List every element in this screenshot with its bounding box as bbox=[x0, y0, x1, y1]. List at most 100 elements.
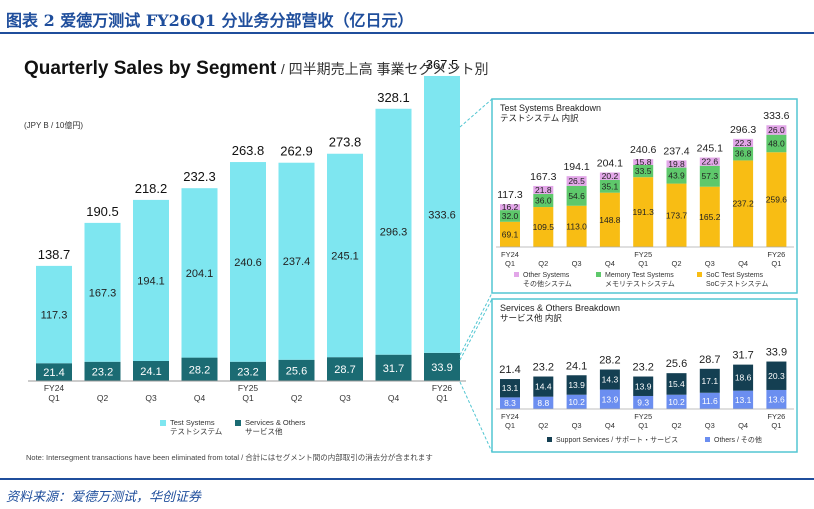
data-label: 240.6 bbox=[234, 257, 262, 269]
figure-title: 图表 2 爱德万测试 FY26Q1 分业务分部营收（亿日元） bbox=[6, 11, 414, 30]
bar-segment bbox=[181, 188, 218, 358]
x-tick-label: FY26 bbox=[432, 383, 453, 393]
x-tick-label: Q3 bbox=[572, 421, 582, 430]
bar-segment bbox=[327, 357, 363, 381]
x-tick-label: FY25 bbox=[238, 383, 259, 393]
total-label: 194.1 bbox=[563, 161, 589, 173]
data-label: 113.0 bbox=[566, 221, 587, 231]
bar-segment bbox=[599, 389, 620, 409]
footer-rule bbox=[0, 478, 814, 480]
x-tick-label: Q1 bbox=[771, 259, 781, 268]
header-rule bbox=[0, 32, 814, 34]
legend-label: メモリテストシステム bbox=[605, 280, 675, 288]
legend-swatch bbox=[596, 272, 601, 277]
legend-swatch bbox=[705, 437, 710, 442]
bar-segment bbox=[230, 162, 266, 362]
data-label: 15.4 bbox=[668, 379, 685, 389]
total-label: 240.6 bbox=[630, 144, 656, 156]
bar-segment bbox=[733, 138, 754, 147]
bar-segment bbox=[666, 183, 687, 247]
data-label: 22.3 bbox=[735, 138, 752, 148]
bar-segment bbox=[133, 199, 169, 361]
services-panel bbox=[491, 298, 798, 453]
legend-swatch bbox=[160, 420, 166, 426]
bar-segment bbox=[733, 146, 754, 161]
data-label: 8.3 bbox=[504, 398, 516, 408]
bar-segment bbox=[566, 375, 587, 395]
bar-segment bbox=[599, 179, 620, 193]
legend-swatch bbox=[547, 437, 552, 442]
data-label: 9.3 bbox=[637, 397, 649, 407]
legend-label: Services & Others bbox=[245, 418, 306, 427]
total-label: 21.4 bbox=[499, 364, 520, 376]
chart-title: Quarterly Sales by Segment / 四半期売上高 事業セグ… bbox=[24, 58, 489, 80]
data-label: 194.1 bbox=[137, 275, 165, 287]
data-label: 16.2 bbox=[502, 202, 519, 212]
bar-segment bbox=[500, 379, 520, 398]
data-label: 167.3 bbox=[89, 287, 117, 299]
legend-label: その他システム bbox=[523, 279, 572, 288]
total-label: 25.6 bbox=[666, 358, 687, 370]
data-label: 21.4 bbox=[43, 367, 64, 379]
legend-label: Test Systems bbox=[170, 418, 215, 427]
data-label: 13.9 bbox=[602, 394, 619, 404]
bar-segment bbox=[666, 373, 687, 395]
total-label: 167.3 bbox=[530, 171, 556, 183]
x-tick-label: Q4 bbox=[194, 393, 206, 403]
x-tick-label: Q3 bbox=[145, 393, 157, 403]
total-label: 28.7 bbox=[699, 354, 720, 366]
bar-segment bbox=[533, 185, 554, 194]
total-label: 31.7 bbox=[732, 350, 753, 362]
x-tick-label: Q1 bbox=[48, 393, 60, 403]
x-tick-label: FY25 bbox=[634, 412, 652, 421]
data-label: 10.2 bbox=[568, 397, 585, 407]
bar-segment bbox=[733, 390, 754, 409]
x-tick-label: FY24 bbox=[501, 250, 519, 259]
bar-segment bbox=[599, 192, 620, 247]
total-label: 333.6 bbox=[763, 110, 789, 122]
bar-segment bbox=[500, 210, 520, 222]
bar-segment bbox=[766, 152, 787, 247]
total-label: 263.8 bbox=[232, 143, 265, 158]
bar-segment bbox=[84, 361, 121, 381]
bar-segment bbox=[699, 392, 720, 409]
x-tick-label: Q3 bbox=[572, 259, 582, 268]
data-label: 333.6 bbox=[428, 209, 456, 221]
total-label: 328.1 bbox=[377, 90, 410, 105]
legend-label: サービス他 bbox=[245, 426, 283, 436]
connector-line bbox=[459, 381, 493, 453]
total-label: 237.4 bbox=[663, 145, 689, 157]
data-label: 54.6 bbox=[568, 191, 585, 201]
bar-segment bbox=[375, 108, 412, 355]
data-label: 57.3 bbox=[702, 171, 719, 181]
bar-segment bbox=[84, 222, 121, 362]
bar-segment bbox=[36, 363, 72, 381]
legend-label: Support Services / サポート・サービス bbox=[556, 435, 678, 444]
data-label: 148.8 bbox=[599, 215, 621, 225]
legend-label: SoCテストシステム bbox=[706, 280, 768, 288]
data-label: 18.6 bbox=[735, 373, 752, 383]
data-label: 25.6 bbox=[286, 365, 307, 377]
bar-segment bbox=[733, 364, 754, 391]
data-label: 17.1 bbox=[702, 376, 719, 386]
total-label: 367.5 bbox=[426, 57, 459, 72]
source-note: 资料来源：爱德万测试，华创证券 bbox=[6, 490, 202, 505]
total-label: 273.8 bbox=[329, 135, 362, 150]
total-label: 218.2 bbox=[135, 181, 168, 196]
total-label: 28.2 bbox=[599, 355, 620, 367]
bar-segment bbox=[375, 354, 412, 381]
bar-segment bbox=[133, 360, 169, 381]
bar-segment bbox=[633, 376, 654, 396]
x-tick-label: FY25 bbox=[634, 250, 652, 259]
x-tick-label: Q1 bbox=[771, 421, 781, 430]
bar-segment bbox=[500, 204, 520, 211]
connector-line bbox=[459, 98, 493, 128]
x-tick-label: Q2 bbox=[538, 259, 548, 268]
total-label: 138.7 bbox=[38, 247, 71, 262]
bar-segment bbox=[766, 389, 787, 409]
data-label: 173.7 bbox=[666, 210, 688, 220]
data-label: 23.2 bbox=[92, 366, 113, 378]
bar-segment bbox=[599, 369, 620, 390]
bar-segment bbox=[766, 125, 787, 135]
data-label: 20.2 bbox=[602, 171, 619, 181]
